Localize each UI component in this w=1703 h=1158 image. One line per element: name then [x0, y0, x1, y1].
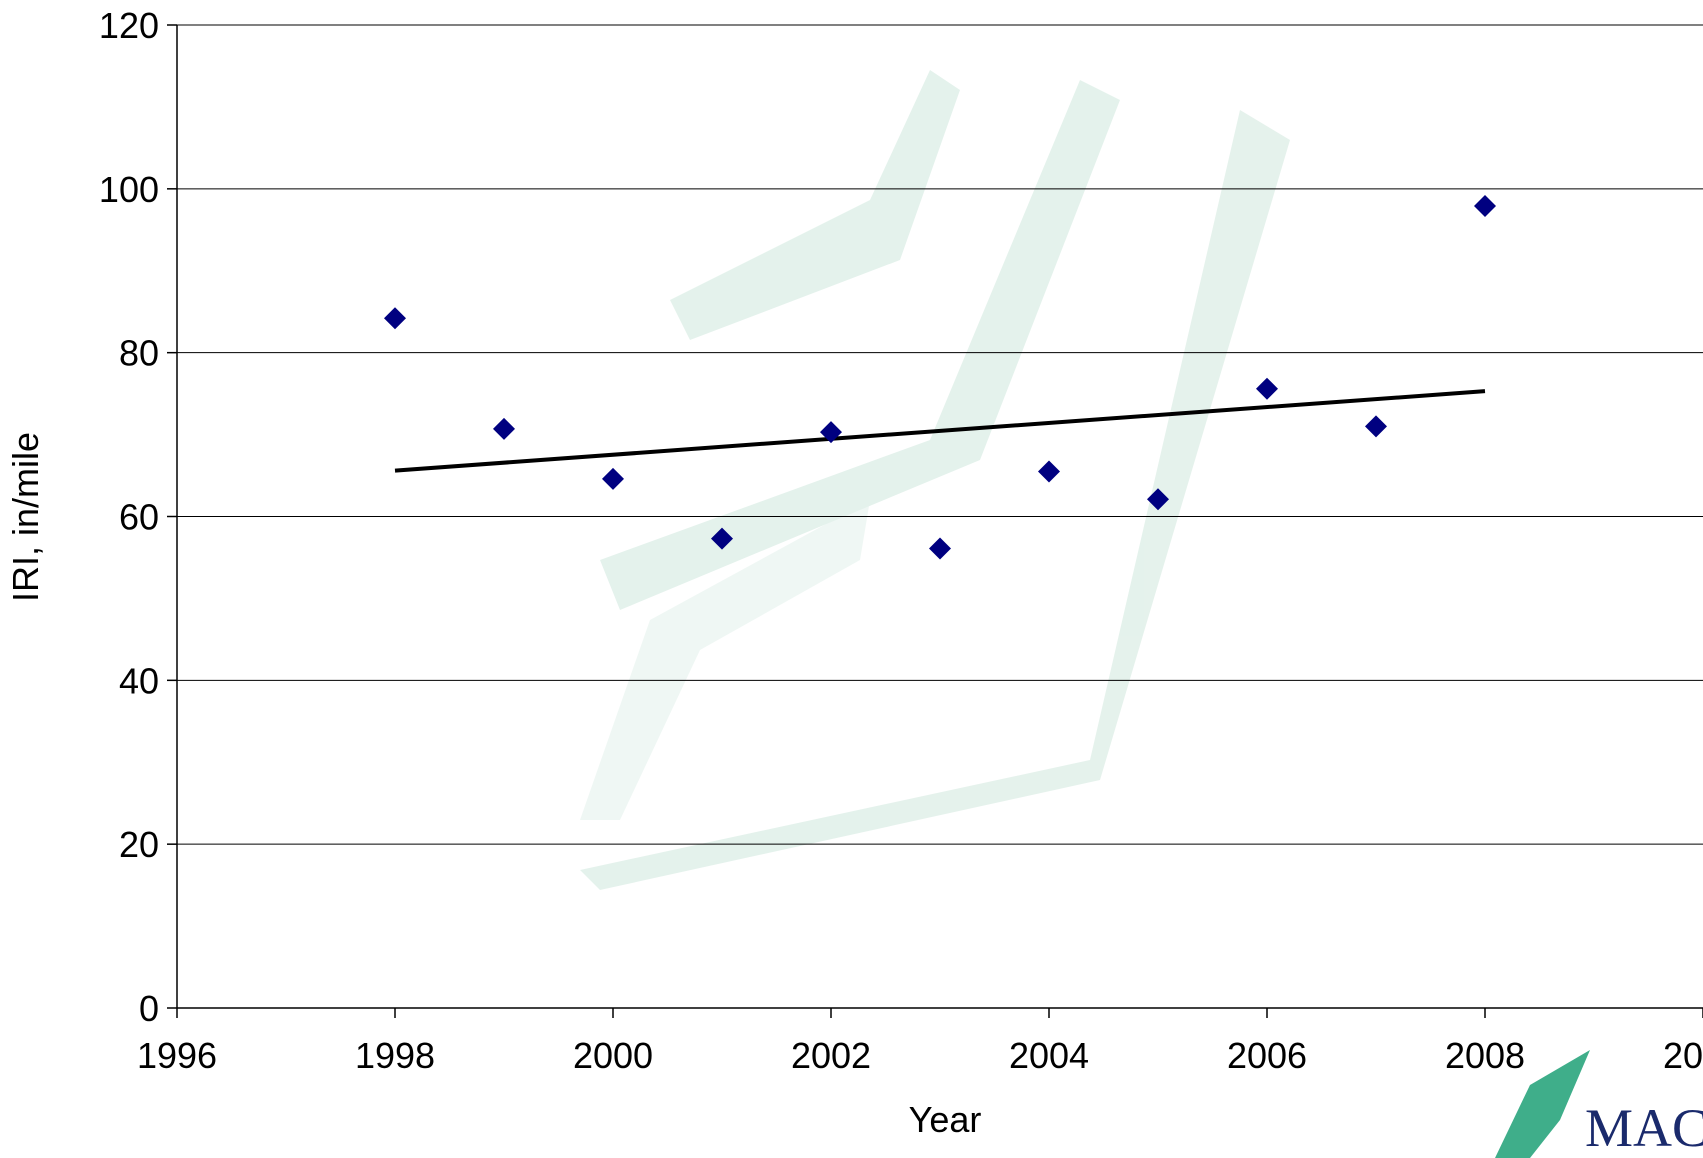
x-tick-label: 2006	[1227, 1035, 1307, 1076]
y-tick-label: 100	[99, 169, 159, 210]
x-tick-label: 2004	[1009, 1035, 1089, 1076]
data-point	[711, 527, 733, 550]
y-tick-label: 40	[119, 660, 159, 701]
y-tick-label: 60	[119, 497, 159, 538]
y-tick-label: 20	[119, 824, 159, 865]
trendline	[394, 389, 1486, 473]
data-point	[1365, 415, 1387, 438]
x-tick-label: 1996	[137, 1035, 217, 1076]
watermark	[580, 70, 1290, 890]
x-tick-label: 2008	[1445, 1035, 1525, 1076]
data-point	[820, 421, 842, 444]
data-point	[1256, 377, 1278, 400]
y-axis-title: IRI, in/mile	[5, 432, 46, 602]
data-point	[1147, 488, 1169, 511]
x-tick-label: 1998	[355, 1035, 435, 1076]
data-point	[1038, 460, 1060, 483]
data-point	[384, 307, 406, 330]
data-point	[602, 467, 624, 490]
y-tick-label: 0	[139, 988, 159, 1029]
y-tick-label: 120	[99, 5, 159, 46]
x-axis-title: Year	[909, 1099, 982, 1140]
x-tick-label: 2010	[1663, 1035, 1703, 1076]
data-point	[493, 417, 515, 440]
logo-text: MAC	[1585, 1098, 1703, 1158]
x-tick-label: 2002	[791, 1035, 871, 1076]
y-tick-label: 80	[119, 333, 159, 374]
data-point	[1474, 195, 1496, 218]
logo: MAC	[1495, 1050, 1703, 1158]
data-point	[929, 537, 951, 560]
x-tick-label: 2000	[573, 1035, 653, 1076]
